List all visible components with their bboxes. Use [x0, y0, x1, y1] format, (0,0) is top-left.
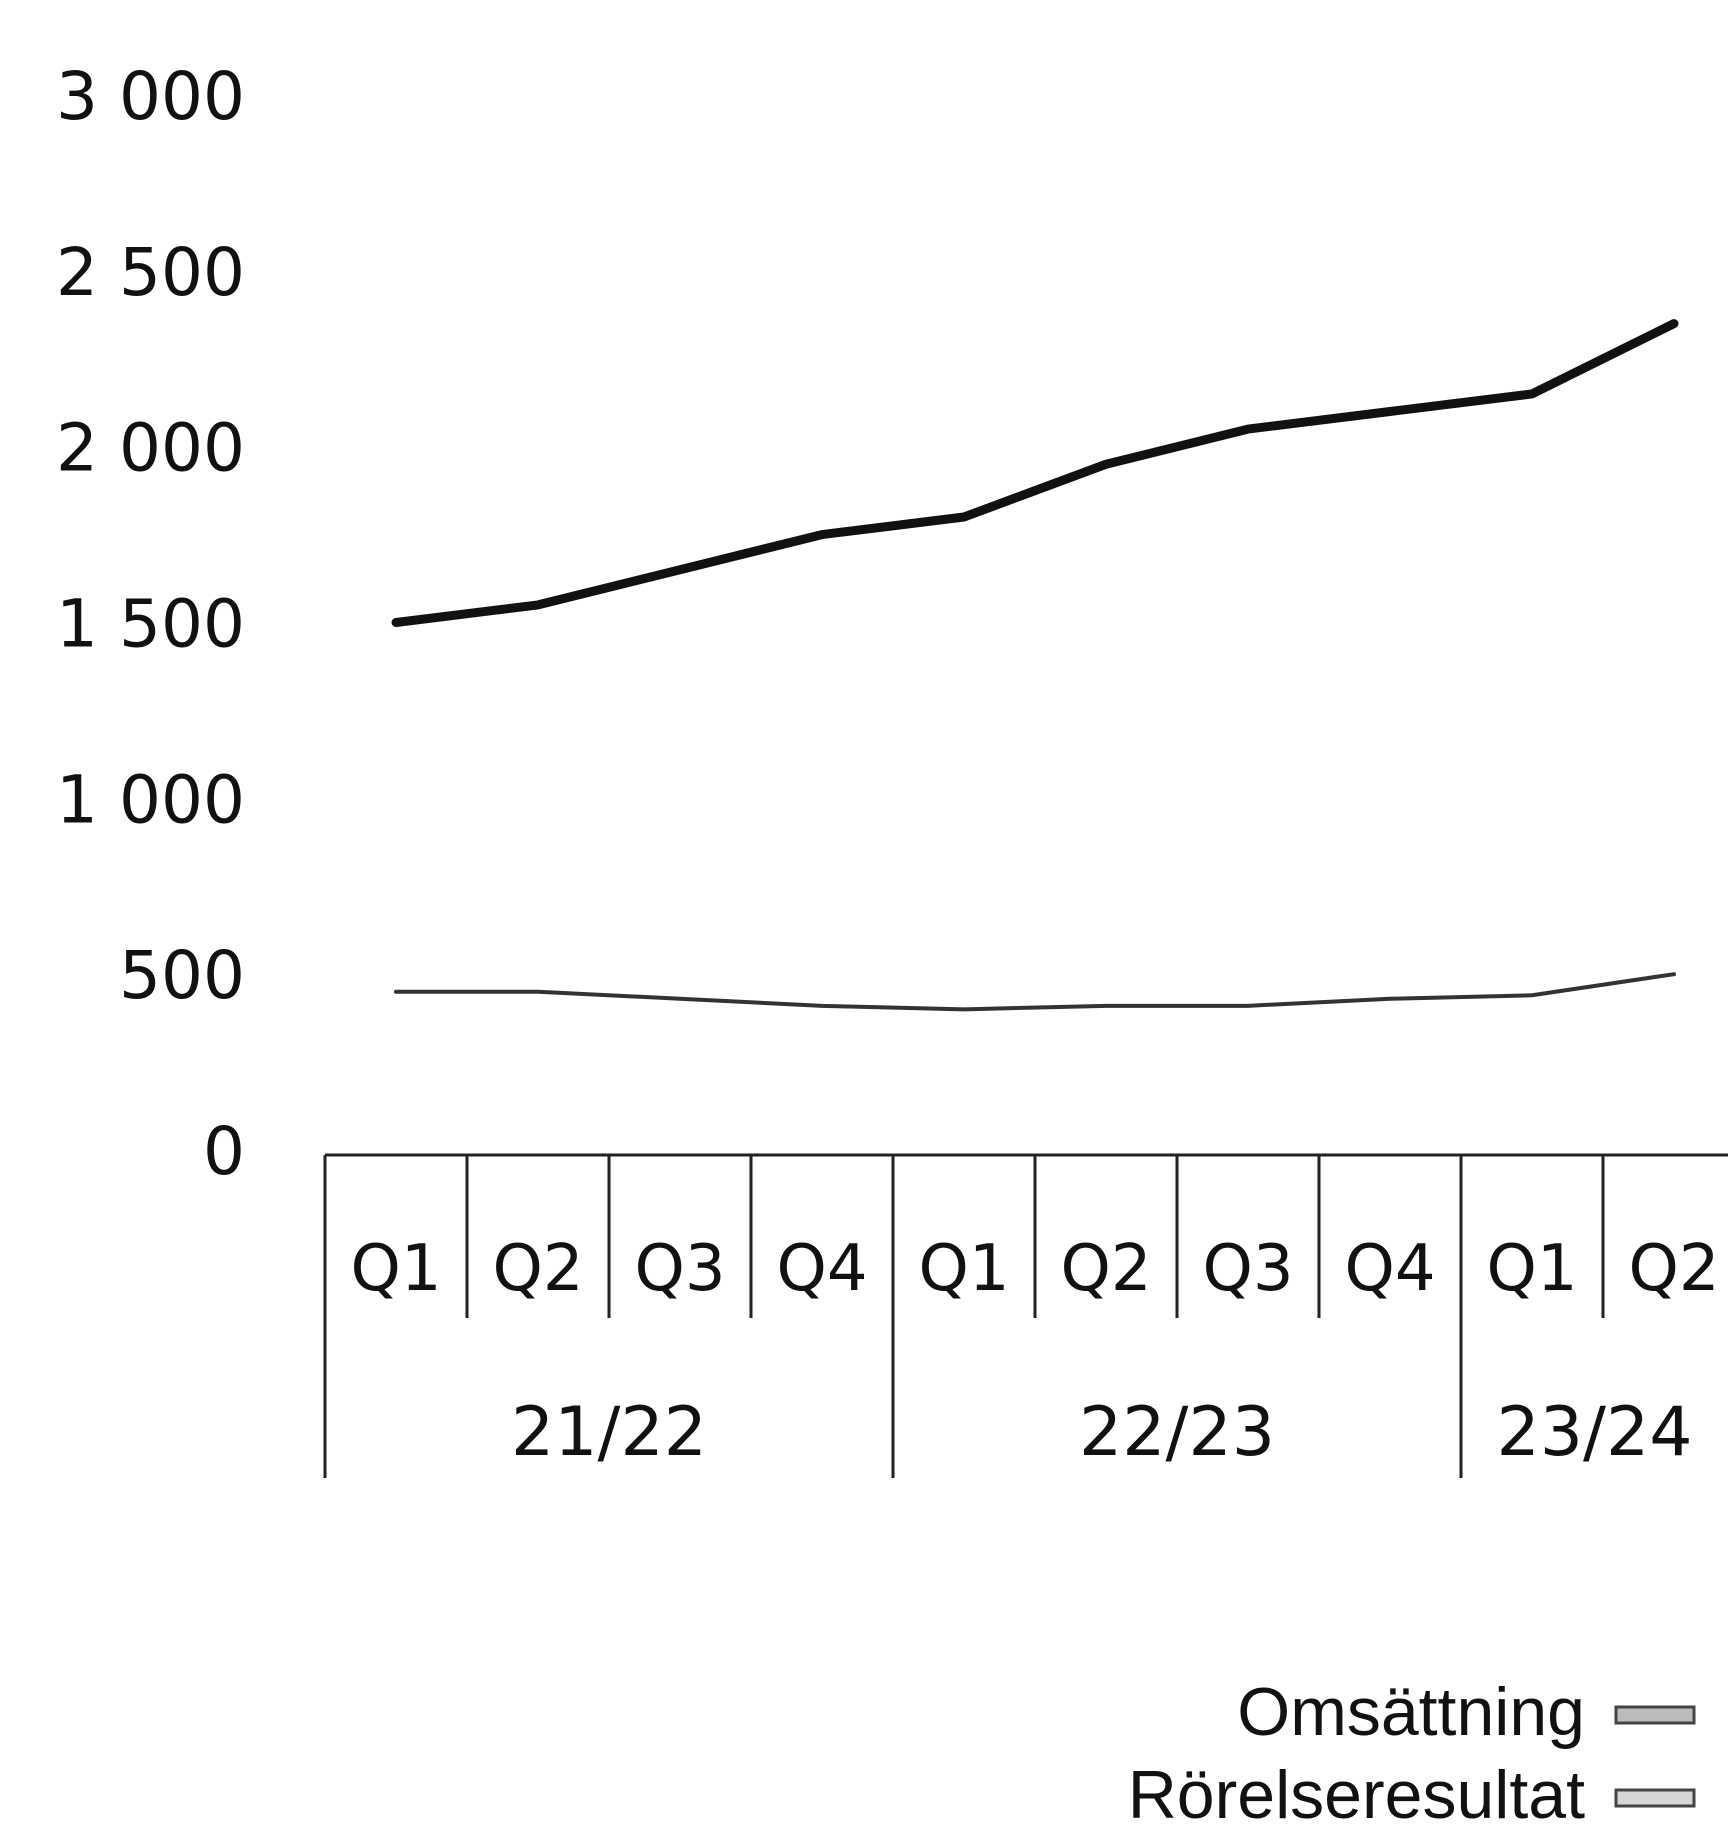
y-tick-label: 2 000 — [56, 410, 245, 487]
series-line-omsattning — [391, 319, 1679, 627]
legend-label: Omsättning — [1237, 1674, 1585, 1750]
x-tick-label: Q4 — [1344, 1232, 1435, 1306]
y-tick-label: 0 — [203, 1113, 245, 1190]
x-tick-label: Q2 — [492, 1232, 583, 1306]
y-tick-label: 1 500 — [56, 586, 245, 663]
y-tick-label: 2 500 — [56, 234, 245, 311]
y-tick-label: 500 — [119, 937, 245, 1014]
fiscal-year-label: 21/22 — [511, 1393, 707, 1472]
x-tick-label: Q3 — [1202, 1232, 1293, 1306]
series-layer — [391, 319, 1679, 1012]
x-tick-label: Q1 — [918, 1232, 1009, 1306]
fiscal-year-label: 23/24 — [1497, 1393, 1693, 1472]
x-tick-label: Q4 — [776, 1232, 867, 1306]
legend-swatch — [1614, 1788, 1696, 1808]
legend-swatch — [1614, 1705, 1696, 1725]
x-axis: Q1 Q2 Q3 Q4 21/22 Q1 Q2 Q3 Q4 22/23 Q1 Q2 23/24 — [323, 1153, 1728, 1478]
fiscal-year-label: 22/23 — [1079, 1393, 1275, 1472]
x-tick-label: Q1 — [1486, 1232, 1577, 1306]
legend-label: Rörelseresultat — [1128, 1757, 1585, 1833]
x-tick-label: Q2 — [1628, 1232, 1719, 1306]
y-tick-label: 1 000 — [56, 761, 245, 838]
series-line-rorelseresultat — [394, 972, 1676, 1012]
x-tick-label: Q1 — [350, 1232, 441, 1306]
y-tick-label: 3 000 — [56, 58, 245, 135]
x-tick-label: Q2 — [1060, 1232, 1151, 1306]
y-axis: 0 500 1 000 1 500 2 000 2 500 3 000 — [56, 58, 245, 1190]
x-tick-label: Q3 — [634, 1232, 725, 1306]
